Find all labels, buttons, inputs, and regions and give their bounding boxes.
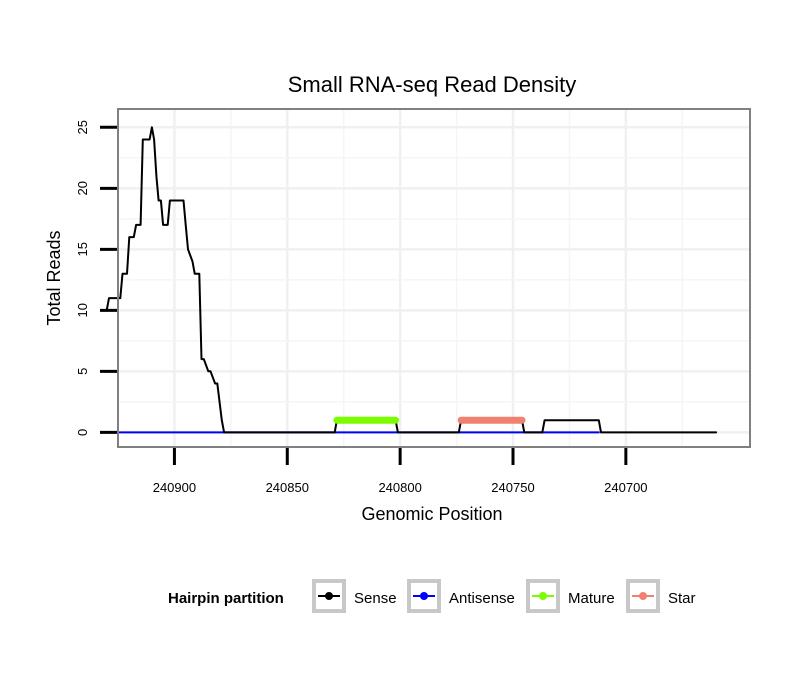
plot-panel-border (117, 108, 751, 448)
x-tick-label: 240750 (491, 480, 534, 495)
legend-label-star: Star (668, 590, 696, 607)
legend-key-point (420, 592, 428, 600)
x-tick-label: 240700 (604, 480, 647, 495)
legend-label-sense: Sense (354, 590, 397, 607)
legend-title: Hairpin partition (168, 590, 284, 607)
legend-label-antisense: Antisense (449, 590, 515, 607)
legend-label-mature: Mature (568, 590, 615, 607)
x-axis: 240900 240850 240800 240750 240700 (153, 448, 648, 495)
y-tick-label: 5 (75, 368, 90, 375)
legend: Hairpin partition Sense Antisense Mature St… (168, 579, 696, 613)
grid-lines (118, 109, 750, 447)
x-tick-label: 240800 (378, 480, 421, 495)
y-tick-label: 10 (75, 303, 90, 317)
chart-title: Small RNA-seq Read Density (288, 72, 577, 97)
y-axis-title: Total Reads (44, 230, 64, 325)
x-axis-title: Genomic Position (361, 504, 502, 524)
legend-key-point (639, 592, 647, 600)
y-tick-label: 15 (75, 242, 90, 256)
y-tick-label: 25 (75, 120, 90, 134)
legend-key-point (539, 592, 547, 600)
legend-key-point (325, 592, 333, 600)
y-tick-label: 0 (75, 429, 90, 436)
y-tick-label: 20 (75, 181, 90, 195)
y-axis: 0 5 10 15 20 25 (75, 120, 117, 436)
x-tick-label: 240900 (153, 480, 196, 495)
series-layer (105, 126, 718, 434)
x-tick-label: 240850 (266, 480, 309, 495)
